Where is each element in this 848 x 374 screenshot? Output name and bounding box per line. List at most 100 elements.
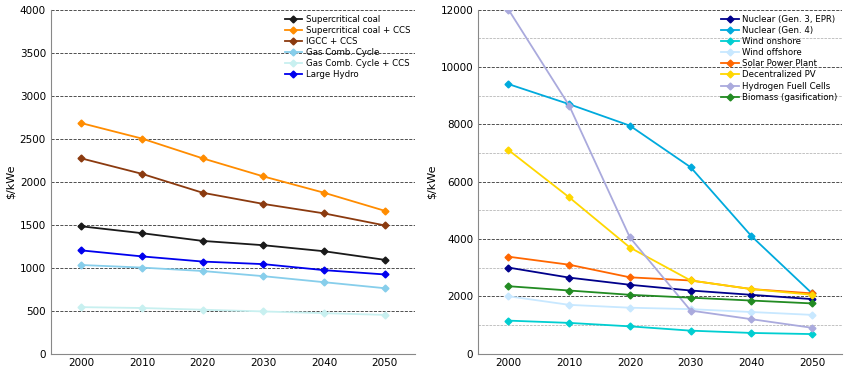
Decentralized PV — [685, 278, 695, 283]
Wind offshore — [685, 307, 695, 312]
Large Hydro — [137, 254, 147, 259]
Supercritical coal — [259, 243, 269, 248]
Biomass (gasification) — [807, 301, 817, 306]
Nuclear (Gen. 3, EPR) — [564, 275, 574, 280]
Large Hydro — [76, 248, 86, 252]
Supercritical coal + CCS — [380, 209, 390, 213]
Decentralized PV — [564, 195, 574, 200]
Wind onshore — [807, 332, 817, 336]
Decentralized PV — [504, 148, 514, 152]
Biomass (gasification) — [685, 295, 695, 300]
Gas Comb. Cycle + CCS — [380, 313, 390, 317]
Gas Comb. Cycle — [198, 269, 208, 273]
Hydrogen Fuell Cells — [746, 317, 756, 321]
Nuclear (Gen. 3, EPR) — [685, 288, 695, 293]
Hydrogen Fuell Cells — [504, 7, 514, 12]
Line: Biomass (gasification): Biomass (gasification) — [506, 284, 815, 306]
Wind onshore — [564, 321, 574, 325]
Wind offshore — [807, 313, 817, 317]
IGCC + CCS — [198, 190, 208, 195]
Wind onshore — [504, 318, 514, 323]
Large Hydro — [319, 268, 329, 272]
Supercritical coal — [76, 224, 86, 229]
Line: Solar Power Plant: Solar Power Plant — [506, 254, 815, 296]
Supercritical coal + CCS — [137, 136, 147, 141]
Solar Power Plant — [746, 287, 756, 291]
Y-axis label: $/kWe: $/kWe — [427, 164, 437, 199]
Y-axis label: $/kWe: $/kWe — [6, 164, 15, 199]
Line: Supercritical coal: Supercritical coal — [79, 224, 388, 262]
Large Hydro — [259, 262, 269, 266]
Nuclear (Gen. 4) — [625, 123, 635, 128]
Decentralized PV — [746, 287, 756, 291]
Wind offshore — [625, 306, 635, 310]
IGCC + CCS — [137, 172, 147, 176]
Wind onshore — [746, 331, 756, 335]
Large Hydro — [380, 272, 390, 277]
Decentralized PV — [625, 245, 635, 250]
Gas Comb. Cycle + CCS — [198, 307, 208, 312]
Hydrogen Fuell Cells — [564, 103, 574, 108]
Line: Gas Comb. Cycle + CCS: Gas Comb. Cycle + CCS — [79, 305, 388, 317]
Wind offshore — [504, 294, 514, 298]
Biomass (gasification) — [625, 292, 635, 297]
Nuclear (Gen. 3, EPR) — [625, 282, 635, 287]
Gas Comb. Cycle — [76, 263, 86, 267]
Large Hydro — [198, 259, 208, 264]
Gas Comb. Cycle + CCS — [319, 311, 329, 315]
Line: Gas Comb. Cycle: Gas Comb. Cycle — [79, 263, 388, 291]
Line: Wind offshore: Wind offshore — [506, 294, 815, 317]
Solar Power Plant — [504, 254, 514, 259]
Gas Comb. Cycle + CCS — [259, 309, 269, 314]
IGCC + CCS — [319, 211, 329, 216]
Supercritical coal + CCS — [319, 190, 329, 195]
Biomass (gasification) — [564, 288, 574, 293]
Biomass (gasification) — [746, 298, 756, 303]
Gas Comb. Cycle — [319, 280, 329, 285]
Line: Large Hydro: Large Hydro — [79, 248, 388, 277]
Solar Power Plant — [625, 275, 635, 280]
Nuclear (Gen. 4) — [564, 102, 574, 107]
Wind offshore — [746, 310, 756, 314]
Supercritical coal + CCS — [259, 174, 269, 179]
Line: Decentralized PV: Decentralized PV — [506, 148, 815, 297]
Decentralized PV — [807, 292, 817, 297]
Solar Power Plant — [807, 291, 817, 295]
Nuclear (Gen. 4) — [504, 82, 514, 86]
Solar Power Plant — [685, 278, 695, 283]
Supercritical coal + CCS — [198, 156, 208, 160]
Wind onshore — [685, 328, 695, 333]
Nuclear (Gen. 4) — [685, 165, 695, 169]
Solar Power Plant — [564, 263, 574, 267]
IGCC + CCS — [259, 202, 269, 206]
Hydrogen Fuell Cells — [625, 235, 635, 240]
Supercritical coal — [198, 239, 208, 243]
Gas Comb. Cycle + CCS — [137, 306, 147, 310]
Line: Supercritical coal + CCS: Supercritical coal + CCS — [79, 121, 388, 213]
Nuclear (Gen. 3, EPR) — [504, 265, 514, 270]
Line: IGCC + CCS: IGCC + CCS — [79, 156, 388, 228]
Supercritical coal — [319, 249, 329, 254]
Nuclear (Gen. 3, EPR) — [807, 297, 817, 301]
Nuclear (Gen. 4) — [807, 291, 817, 295]
Gas Comb. Cycle + CCS — [76, 305, 86, 309]
Line: Wind onshore: Wind onshore — [506, 318, 815, 337]
Legend: Nuclear (Gen. 3, EPR), Nuclear (Gen. 4), Wind onshore, Wind offshore, Solar Powe: Nuclear (Gen. 3, EPR), Nuclear (Gen. 4),… — [721, 14, 838, 102]
Wind onshore — [625, 324, 635, 329]
Gas Comb. Cycle — [380, 286, 390, 291]
Line: Nuclear (Gen. 3, EPR): Nuclear (Gen. 3, EPR) — [506, 265, 815, 301]
Wind offshore — [564, 303, 574, 307]
Hydrogen Fuell Cells — [685, 308, 695, 313]
Hydrogen Fuell Cells — [807, 325, 817, 330]
Biomass (gasification) — [504, 284, 514, 288]
Legend: Supercritical coal, Supercritical coal + CCS, IGCC + CCS, Gas Comb. Cycle, Gas C: Supercritical coal, Supercritical coal +… — [284, 14, 411, 80]
Supercritical coal — [380, 258, 390, 262]
Line: Nuclear (Gen. 4): Nuclear (Gen. 4) — [506, 82, 815, 296]
Nuclear (Gen. 4) — [746, 234, 756, 238]
Gas Comb. Cycle — [259, 274, 269, 278]
Supercritical coal + CCS — [76, 121, 86, 125]
Nuclear (Gen. 3, EPR) — [746, 292, 756, 297]
IGCC + CCS — [380, 223, 390, 228]
Gas Comb. Cycle — [137, 265, 147, 270]
IGCC + CCS — [76, 156, 86, 160]
